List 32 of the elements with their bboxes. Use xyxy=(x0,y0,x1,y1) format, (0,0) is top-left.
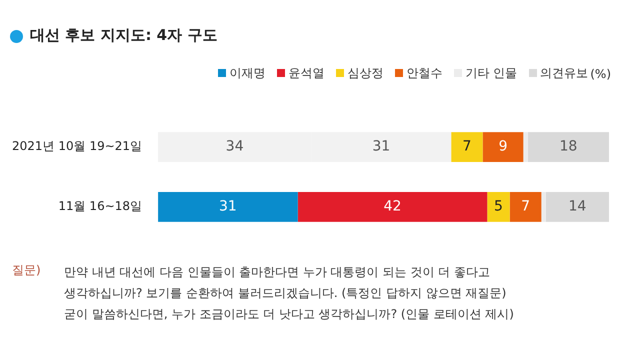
bar xyxy=(298,192,488,222)
bar xyxy=(482,132,524,162)
data-label: 7 xyxy=(521,198,530,215)
bar xyxy=(487,192,510,222)
bar xyxy=(158,192,298,222)
legend-label: 이재명 xyxy=(228,65,266,82)
data-label: 31 xyxy=(372,138,390,155)
legend-label: 심상정 xyxy=(346,65,384,82)
legend-label: 윤석열 xyxy=(287,65,324,82)
data-label: 5 xyxy=(494,198,503,215)
text: 질문) xyxy=(12,262,41,279)
y-tick-label: 2021년 10월 19~21일 xyxy=(12,139,142,154)
bar xyxy=(546,192,609,222)
data-label: 9 xyxy=(498,138,508,155)
legend-label: 기타 인물 xyxy=(464,65,518,82)
data-label: 31 xyxy=(219,198,237,215)
bar xyxy=(523,132,528,162)
data-label: 34 xyxy=(226,138,244,155)
bar xyxy=(510,192,542,222)
legend-label: 의견유보 xyxy=(539,65,588,82)
data-label: 42 xyxy=(384,198,402,215)
bar xyxy=(451,132,483,162)
bar xyxy=(541,192,546,222)
chart-title: 대선 후보 지지도: 4자 구도 xyxy=(30,26,218,45)
data-label: 14 xyxy=(568,198,586,215)
text: 만약 내년 대선에 다음 인물들이 출마한다면 누가 대통령이 되는 것이 더 좋다고 생각하십니까? 보기를 순환하여 불러드리겠습니다. (특정인 답하지 않으면 재질문) 굳이 말씀하신다면, 누가 조금이라도 더 낫다고 생각하십니까? (인물 로테이션 제시) xyxy=(64,264,514,323)
y-tick-label: 11월 16~18일 xyxy=(58,199,142,214)
data-label: 7 xyxy=(462,138,472,155)
legend-label: 안철수 xyxy=(405,65,442,82)
text: (%) xyxy=(590,66,611,80)
bar xyxy=(528,132,609,162)
data-label: 18 xyxy=(560,138,578,155)
